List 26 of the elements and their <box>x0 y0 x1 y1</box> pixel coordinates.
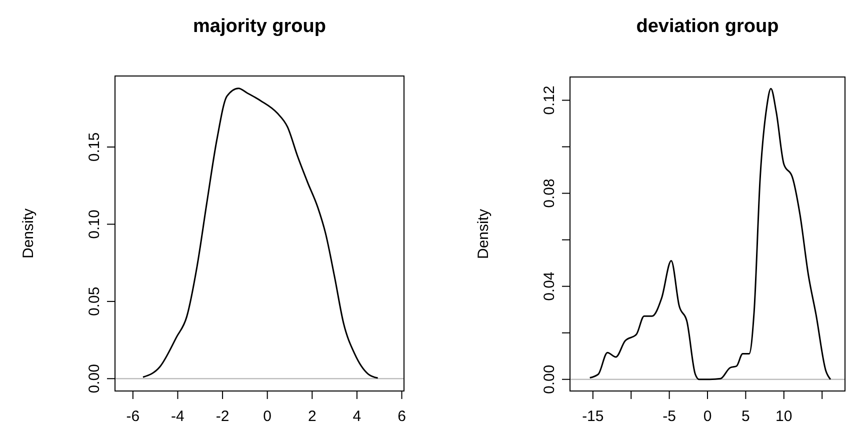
x-tick-label: -15 <box>582 408 604 425</box>
y-tick-label: 0.12 <box>541 86 558 115</box>
x-tick-label: 0 <box>703 408 712 425</box>
y-axis-title: Density <box>475 208 492 260</box>
chart-title: deviation group <box>636 16 779 37</box>
x-tick-label: 6 <box>398 408 406 425</box>
x-tick-label: -2 <box>216 408 230 425</box>
x-tick-label: -5 <box>662 408 676 425</box>
x-tick-label: 4 <box>352 408 362 425</box>
y-tick-label: 0.15 <box>86 132 103 162</box>
y-tick-label: 0.10 <box>86 210 103 239</box>
line-series <box>589 88 832 380</box>
x-tick-label: 5 <box>742 408 750 425</box>
y-tick-label: 0.00 <box>86 364 103 394</box>
x-tick-label: 0 <box>263 408 272 425</box>
x-tick-label: -6 <box>126 408 140 425</box>
line-series <box>142 88 379 379</box>
y-axis-title: Density <box>20 208 37 259</box>
y-tick-label: 0.05 <box>86 286 103 316</box>
x-tick-label: 2 <box>308 408 316 425</box>
y-tick-label: 0.04 <box>541 272 558 301</box>
chart-title: majority group <box>192 16 326 37</box>
x-tick-label: -4 <box>171 408 184 425</box>
y-tick-label: 0.00 <box>541 364 558 394</box>
x-tick-label: 10 <box>776 408 792 425</box>
y-tick-label: 0.08 <box>541 178 558 208</box>
